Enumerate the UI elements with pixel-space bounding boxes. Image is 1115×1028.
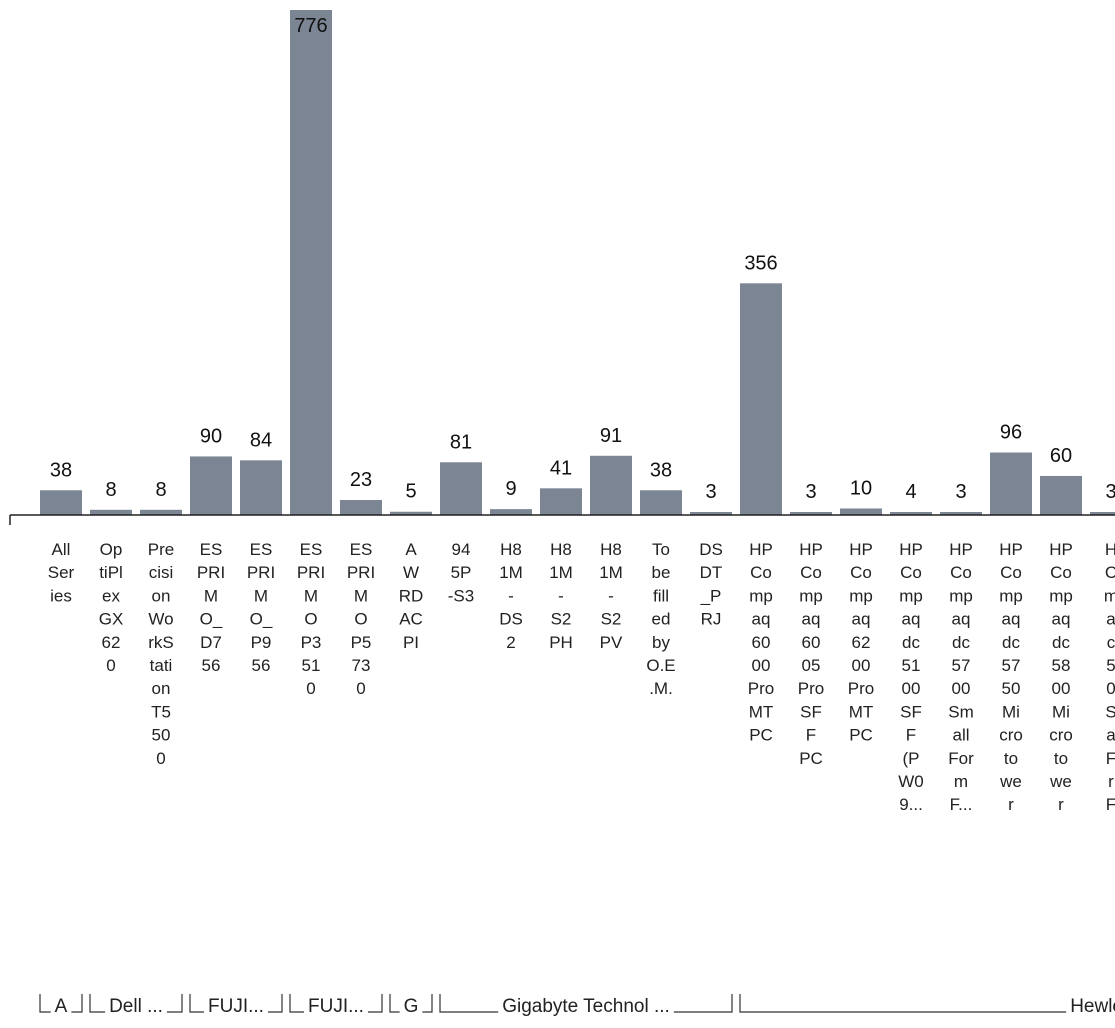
bar-11 (590, 455, 632, 515)
group-bracket-2 (189, 994, 283, 1013)
tick-label-18: HP Co mp aq dc 57 00 Sm all For m F... (948, 540, 974, 814)
group-bracket-1 (89, 994, 183, 1013)
value-label-16: 10 (850, 477, 872, 499)
tick-label-17: HP Co mp aq dc 51 00 SF F (P W0 9... (898, 540, 924, 814)
tick-label-20: HP Co mp aq dc 58 00 Mi cro to we r (1049, 540, 1073, 814)
tick-label-12: To be fill ed by O.E .M. (646, 540, 675, 698)
bar-17 (890, 512, 932, 515)
value-label-17: 4 (905, 481, 916, 503)
group-labels-layer: A Dell ... FUJI... FUJI... G Gigabyte Technol… (39, 994, 1115, 1017)
bar-4 (240, 460, 282, 515)
bar-13 (690, 512, 732, 515)
value-label-4: 84 (250, 429, 272, 451)
value-label-18: 3 (955, 481, 966, 503)
value-label-6: 23 (350, 469, 372, 491)
tick-label-14: HP Co mp aq 60 00 Pro MT PC (748, 540, 774, 745)
bar-0 (40, 490, 82, 515)
value-label-21: 3 (1105, 481, 1115, 503)
bar-6 (340, 500, 382, 515)
value-label-11: 91 (600, 425, 622, 447)
bar-8 (440, 462, 482, 515)
value-label-1: 8 (105, 479, 116, 501)
bar-12 (640, 490, 682, 515)
group-bracket-0 (39, 994, 83, 1013)
tick-label-7: A W RD AC PI (399, 540, 424, 652)
value-label-8: 81 (450, 431, 472, 453)
tick-label-2: Pre cisi on Wo rkS tati on T5 50 0 (148, 540, 174, 768)
bar-16 (840, 508, 882, 515)
bar-19 (990, 452, 1032, 515)
bar-5 (290, 10, 332, 515)
value-label-15: 3 (805, 481, 816, 503)
bar-14 (740, 283, 782, 515)
value-label-14: 356 (744, 252, 777, 274)
bar-18 (940, 512, 982, 515)
bar-15 (790, 512, 832, 515)
tick-label-10: H8 1M -S2 PH (549, 540, 573, 652)
tick-label-1: Op tiPl ex GX 62 0 (99, 540, 124, 675)
value-label-0: 38 (50, 459, 72, 481)
value-label-20: 60 (1050, 445, 1072, 467)
tick-label-11: H8 1M -S2 PV (599, 540, 623, 652)
value-label-3: 90 (200, 425, 222, 447)
value-label-5: 776 (294, 15, 327, 37)
group-label-2: FUJI... (208, 996, 264, 1017)
value-label-2: 8 (155, 479, 166, 501)
bar-9 (490, 509, 532, 515)
bar-20 (1040, 475, 1082, 515)
value-label-10: 41 (550, 457, 572, 479)
bar-1 (90, 509, 132, 515)
tick-labels-layer: All Ser ies Op tiPl ex GX 62 0 Pre cisi on Wo rkS tati… (48, 540, 1115, 814)
value-label-19: 96 (1000, 422, 1022, 444)
value-labels-layer: 38 8 8 90 84 776 23 5 81 9 41 91 38 3 356 3 10 4 3 96 60 3 (50, 15, 1115, 503)
bar-3 (190, 456, 232, 515)
bar-21 (1090, 512, 1115, 515)
tick-label-8: 94 5P -S3 (448, 540, 474, 605)
bar-10 (540, 488, 582, 515)
tick-label-0: All Ser ies (48, 540, 75, 605)
group-label-6: Hewle (1070, 996, 1115, 1017)
group-label-5: Gigabyte Technol ... (502, 996, 670, 1017)
tick-label-9: H8 1M -DS 2 (499, 540, 523, 652)
group-bracket-4 (389, 994, 433, 1013)
group-bracket-3 (289, 994, 383, 1013)
tick-label-19: HP Co mp aq dc 57 50 Mi cro to we r (999, 540, 1023, 814)
group-label-4: G (404, 996, 419, 1017)
tick-label-16: HP Co mp aq 62 00 Pro MT PC (848, 540, 874, 745)
value-label-9: 9 (505, 478, 516, 500)
group-label-1: Dell ... (109, 996, 163, 1017)
bar-7 (390, 511, 432, 515)
value-label-12: 38 (650, 459, 672, 481)
group-bracket-6 (740, 994, 1114, 1012)
bars-layer (40, 10, 1115, 515)
value-label-7: 5 (405, 481, 416, 503)
bar-2 (140, 509, 182, 515)
group-label-3: FUJI... (308, 996, 364, 1017)
group-label-0: A (55, 996, 68, 1017)
group-bracket-5 (439, 994, 733, 1013)
tick-label-6: ES PRI M O P5 73 0 (347, 540, 375, 698)
tick-label-3: ES PRI M O_ D7 56 (197, 540, 225, 675)
tick-label-5: ES PRI M O P3 51 0 (297, 540, 325, 698)
tick-label-4: ES PRI M O_ P9 56 (247, 540, 275, 675)
value-label-13: 3 (705, 481, 716, 503)
tick-label-13: DS DT _P RJ (699, 540, 723, 629)
tick-label-15: HP Co mp aq 60 05 Pro SF F PC (798, 540, 824, 768)
